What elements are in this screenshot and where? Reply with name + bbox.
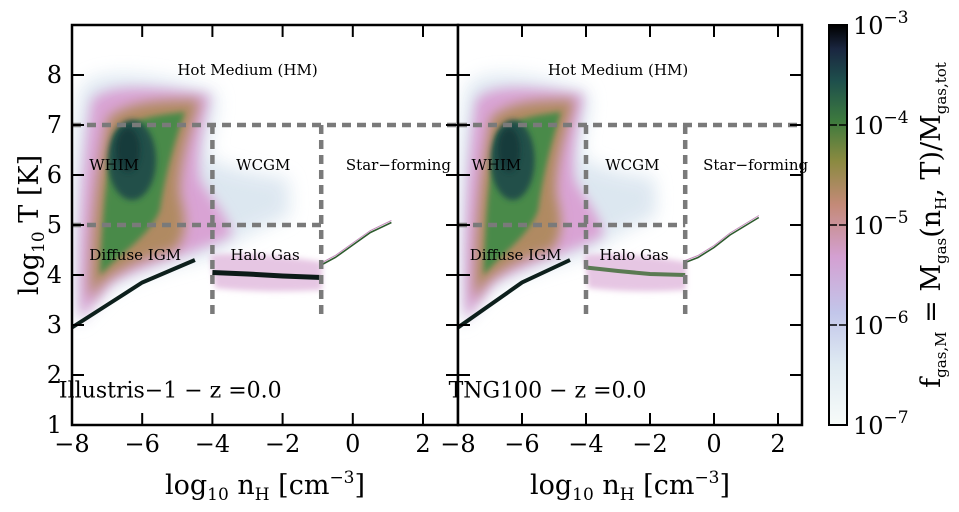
density-map-illustris	[72, 75, 392, 330]
y-tick-label: 2	[47, 361, 62, 389]
igm-track-illustris	[72, 258, 196, 330]
eos-line-illustris	[320, 221, 392, 266]
region-label: Halo Gas	[230, 246, 299, 264]
y-tick-label: 7	[47, 111, 62, 139]
colorbar: 10−3 10−4 10−5 10−6 10−7 fgas,M = Mgas(nH, T…	[828, 8, 950, 440]
colorbar-tick-label: 10−7	[853, 408, 909, 440]
region-label: Diffuse IGM	[470, 246, 562, 264]
region-label: WCGM	[236, 156, 290, 174]
region-label: Hot Medium (HM)	[177, 61, 317, 79]
region-label: WCGM	[605, 156, 659, 174]
x-tick-label: −2	[265, 430, 300, 458]
ticks-illustris: −8 −6 −4 −2 0 2 1 2 3 4 5 6 7 8	[47, 25, 458, 458]
eos-line-pink-illustris	[320, 220, 392, 264]
panel-label-illustris: Illustris−1 − z =0.0	[59, 379, 282, 404]
colorbar-title: fgas,M = Mgas(nH, T)/Mgas,tot	[916, 62, 950, 388]
region-label: Hot Medium (HM)	[548, 61, 688, 79]
phase-boundaries-tng100	[458, 122, 802, 315]
phase-boundaries-illustris	[72, 122, 458, 315]
x-tick-label: −6	[504, 430, 539, 458]
x-tick-label: 2	[770, 430, 785, 458]
x-tick-label: −4	[195, 430, 230, 458]
region-label: WHIM	[472, 156, 522, 174]
x-tick-label: 0	[706, 430, 721, 458]
y-axis-title: log10 T [K]	[14, 155, 49, 295]
region-label: Diffuse IGM	[89, 246, 181, 264]
colorbar-tick-label: 10−5	[853, 208, 909, 240]
y-tick-label: 5	[47, 211, 62, 239]
cold-track-illustris	[212, 270, 322, 280]
x-tick-label: −4	[568, 430, 603, 458]
x-tick-label: −8	[440, 430, 475, 458]
ticks-tng100: −8 −6 −4 −2 0 2	[440, 25, 802, 458]
region-label: WHIM	[89, 156, 139, 174]
igm-track-tng100	[458, 258, 571, 330]
y-tick-label: 3	[47, 311, 62, 339]
x-tick-label: −6	[125, 430, 160, 458]
x-tick-label: −2	[632, 430, 667, 458]
region-label: Star−forming	[346, 156, 451, 174]
y-tick-label: 6	[47, 161, 62, 189]
cold-track-tng100	[585, 265, 686, 277]
colorbar-tick-label: 10−3	[853, 8, 909, 40]
panel-label-tng100: TNG100 − z =0.0	[449, 379, 647, 404]
y-tick-label: 8	[47, 61, 62, 89]
density-map-tng100	[458, 75, 760, 330]
panel-illustris: Hot Medium (HM) WHIM WCGM Star−forming Diffu…	[47, 23, 460, 458]
eos-line-pink-tng100	[685, 215, 760, 261]
x-tick-label: 2	[415, 430, 430, 458]
y-tick-label: 4	[47, 261, 62, 289]
y-tick-label: 1	[47, 411, 62, 439]
x-tick-label: −8	[54, 430, 89, 458]
colorbar-tick-label: 10−4	[853, 108, 909, 140]
region-labels-illustris: Hot Medium (HM) WHIM WCGM Star−forming Diffu…	[89, 61, 451, 264]
colorbar-tick-label: 10−6	[853, 308, 909, 340]
region-label: Star−forming	[703, 156, 808, 174]
x-axis-title-left: log10 nH [cm−3]	[165, 468, 365, 505]
x-tick-label: 0	[345, 430, 360, 458]
region-label: Halo Gas	[599, 246, 668, 264]
region-labels-tng100: Hot Medium (HM) WHIM WCGM Star−forming Diffu…	[470, 61, 809, 264]
x-axis-title-right: log10 nH [cm−3]	[530, 468, 730, 505]
panel-tng100: Hot Medium (HM) WHIM WCGM Star−forming Diffu…	[440, 23, 809, 458]
eos-line-tng100	[684, 216, 760, 264]
